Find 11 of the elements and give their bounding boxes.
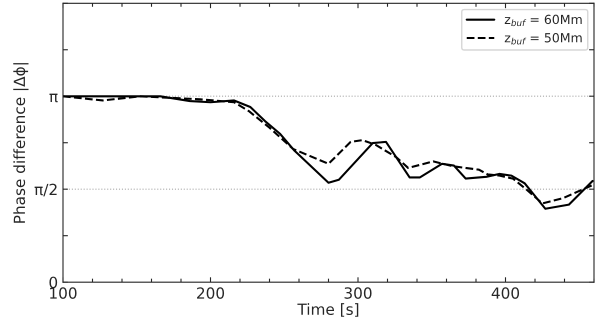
- x-tick-label: 200: [197, 287, 224, 299]
- legend-label: z$_{buf}$ = 50Mm: [504, 33, 582, 44]
- y-axis-title: Phase difference |Δϕ|: [13, 63, 29, 223]
- y-tick-label: 0: [49, 276, 58, 288]
- y-tick-label: π: [49, 94, 58, 102]
- y-tick-label: π/2: [34, 184, 57, 196]
- x-axis-title: Time [s]: [297, 303, 358, 317]
- x-tick-label: 100: [50, 287, 77, 299]
- x-tick-label: 300: [344, 287, 372, 299]
- legend-label: z$_{buf}$ = 60Mm: [504, 14, 582, 26]
- x-tick-label: 400: [492, 287, 520, 299]
